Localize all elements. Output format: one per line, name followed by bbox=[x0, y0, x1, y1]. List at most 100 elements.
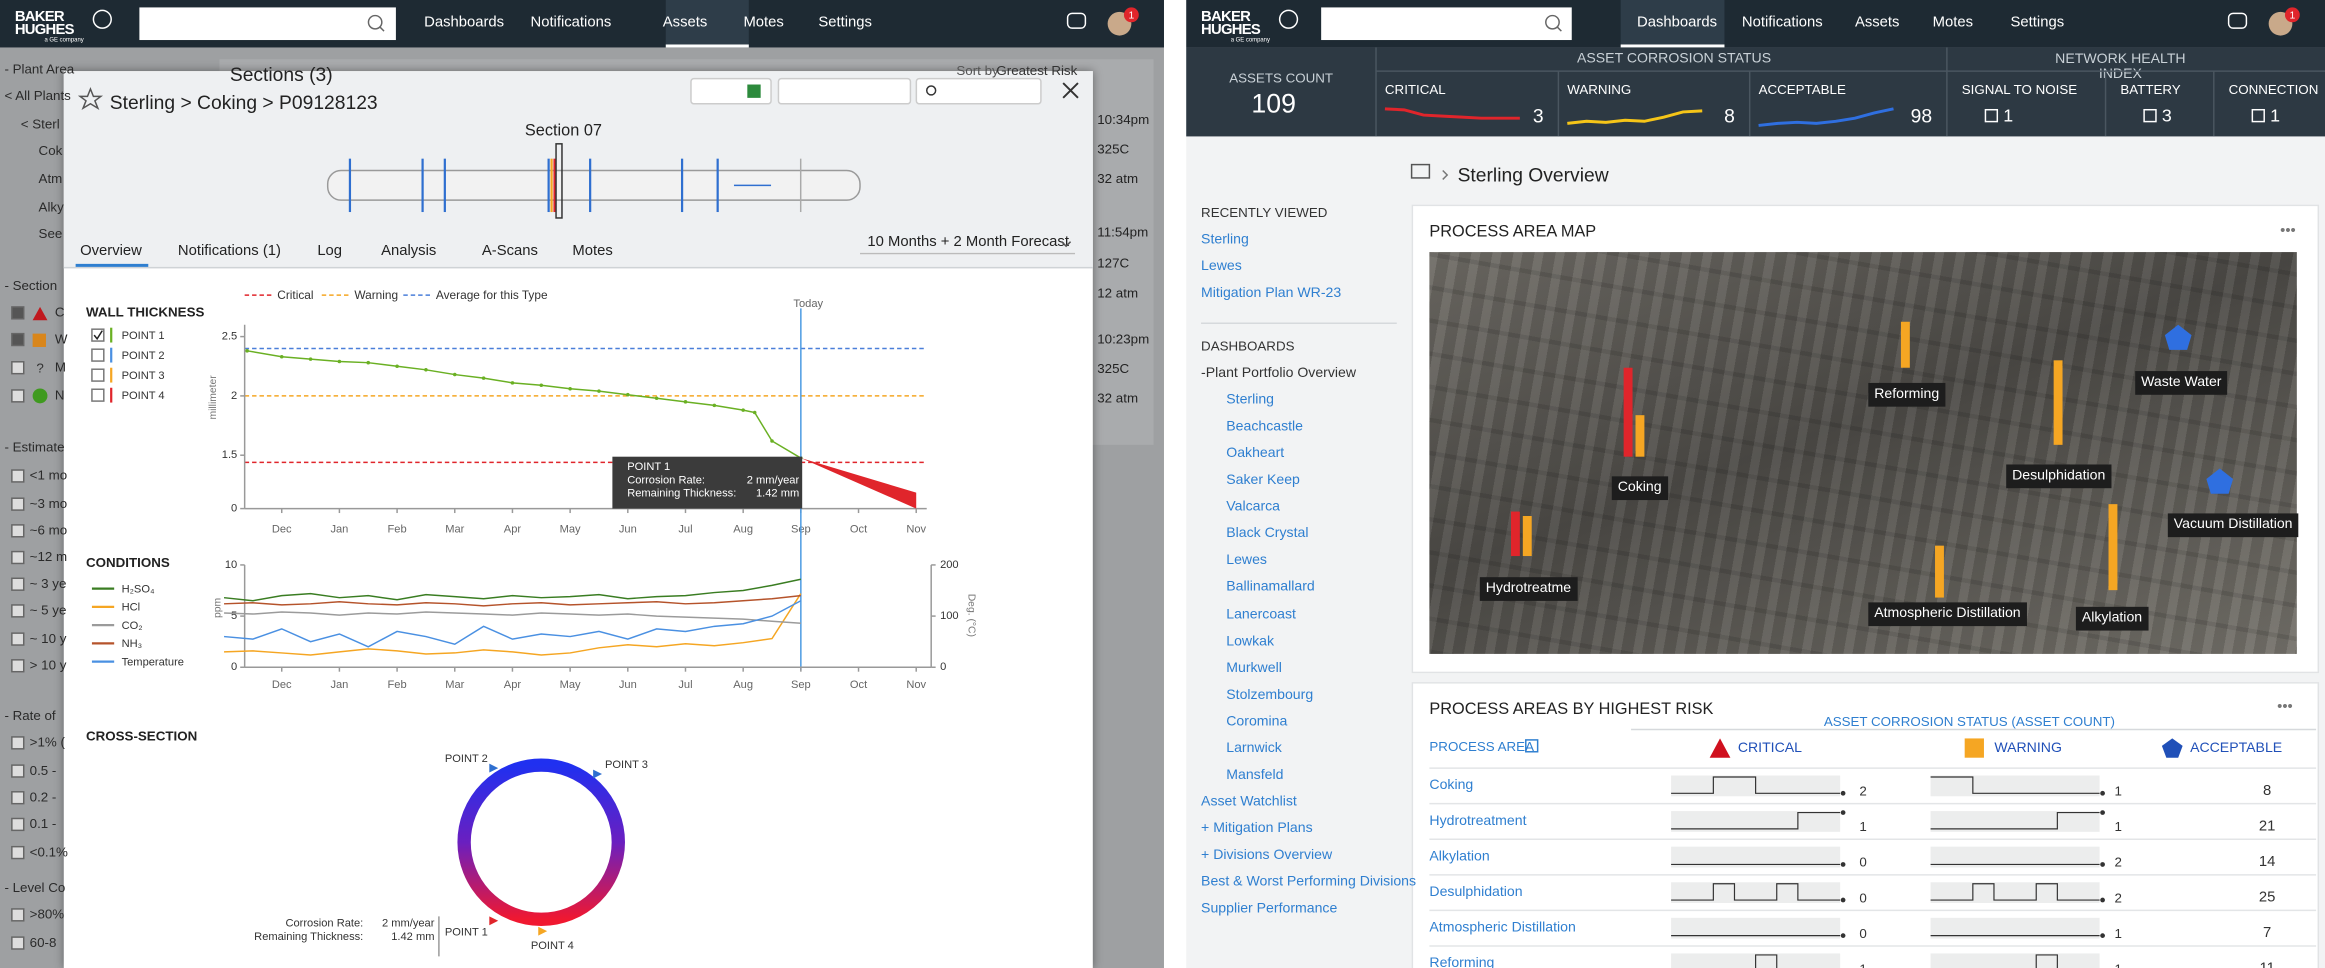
area-pin bbox=[2108, 504, 2118, 591]
plant-link[interactable]: Mansfeld bbox=[1226, 766, 1284, 784]
sidebar-item[interactable]: N bbox=[54, 387, 65, 403]
search-box[interactable] bbox=[1321, 7, 1572, 41]
sidebar-item[interactable]: - Rate of bbox=[4, 708, 56, 723]
nav-item[interactable]: Dashboards bbox=[424, 14, 505, 32]
area-label[interactable]: Vacuum Distillation bbox=[2167, 513, 2299, 537]
plant-link[interactable]: Murkwell bbox=[1226, 659, 1282, 677]
sidebar-item[interactable]: 0.1 - bbox=[29, 816, 57, 832]
status-trend bbox=[1567, 109, 1703, 125]
search-box[interactable] bbox=[139, 7, 396, 41]
area-label[interactable]: Atmospheric Distillation bbox=[1868, 602, 2027, 626]
dashboard-link[interactable]: Best & Worst Performing Divisions bbox=[1201, 873, 1417, 891]
sidebar-item[interactable]: ~ 3 ye bbox=[29, 576, 67, 591]
nav-item[interactable]: Settings bbox=[2010, 14, 2065, 32]
nav-item[interactable]: Motes bbox=[1932, 14, 1974, 32]
recent-link[interactable]: Lewes bbox=[1201, 258, 1242, 275]
sidebar-item[interactable]: W bbox=[54, 331, 68, 347]
tab[interactable]: Analysis bbox=[381, 243, 437, 260]
plant-link[interactable]: Ballinamallard bbox=[1226, 579, 1315, 596]
plant-link[interactable]: Lowkak bbox=[1226, 632, 1275, 650]
area-label[interactable]: Desulphidation bbox=[2006, 464, 2112, 488]
plant-link[interactable]: Saker Keep bbox=[1226, 472, 1300, 489]
recent-link[interactable]: Mitigation Plan WR-23 bbox=[1201, 285, 1342, 302]
area-link[interactable]: Atmospheric Distillation bbox=[1429, 919, 1576, 937]
sidebar-item[interactable]: <0.1% bbox=[29, 844, 68, 860]
nav-item[interactable]: Motes bbox=[743, 14, 784, 32]
column-header[interactable]: PROCESS AREA bbox=[1429, 739, 1534, 754]
area-label[interactable]: Coking bbox=[1611, 476, 1668, 500]
plant-link[interactable]: Beachcastle bbox=[1226, 418, 1304, 435]
tab[interactable]: Notifications (1) bbox=[177, 243, 281, 260]
tab[interactable]: A-Scans bbox=[481, 243, 538, 260]
nav-item[interactable]: Assets bbox=[1854, 14, 1900, 32]
area-label[interactable]: Reforming bbox=[1868, 382, 1946, 406]
plant-link[interactable]: Larnwick bbox=[1226, 740, 1282, 757]
sidebar-item[interactable]: ~ 10 y bbox=[29, 630, 67, 646]
sidebar-item[interactable]: > 10 y bbox=[29, 657, 67, 673]
plant-link[interactable]: Lanercoast bbox=[1226, 606, 1296, 623]
sidebar-item[interactable]: - Level Co bbox=[4, 880, 66, 895]
sidebar-item[interactable]: - Plant Area bbox=[4, 61, 75, 77]
sidebar-item[interactable]: - Section bbox=[4, 278, 58, 293]
sidebar-item[interactable]: Cok bbox=[38, 143, 63, 158]
plant-link[interactable]: Lewes bbox=[1226, 552, 1267, 569]
range-select[interactable]: 10 Months + 2 Month Forecast bbox=[867, 234, 1069, 251]
sidebar-item[interactable]: 0.5 - bbox=[29, 762, 57, 778]
plant-link[interactable]: Stolzembourg bbox=[1226, 686, 1314, 703]
sidebar-item[interactable]: ~3 mo bbox=[29, 495, 68, 511]
nav-item[interactable]: Assets bbox=[662, 14, 708, 32]
legend-label: H₂SO₄ bbox=[122, 583, 155, 595]
sidebar-item[interactable]: 60-8 bbox=[29, 934, 57, 950]
plant-link[interactable]: Sterling bbox=[1226, 391, 1275, 409]
dashboard-link[interactable]: Supplier Performance bbox=[1201, 900, 1338, 917]
area-label[interactable]: Waste Water bbox=[2135, 371, 2228, 395]
plant-link[interactable]: Black Crystal bbox=[1226, 525, 1309, 543]
recent-link[interactable]: Sterling bbox=[1201, 231, 1249, 248]
sidebar-item[interactable]: <1 mo bbox=[29, 467, 68, 483]
tab[interactable]: Overview bbox=[80, 243, 142, 260]
sidebar-item[interactable]: Alky bbox=[38, 199, 64, 215]
sidebar-item[interactable]: >1% ( bbox=[29, 734, 65, 750]
tab[interactable]: Motes bbox=[572, 243, 613, 260]
area-label[interactable]: Alkylation bbox=[2075, 606, 2149, 630]
sidebar-item[interactable]: 0.2 - bbox=[29, 789, 57, 805]
dashboard-link[interactable]: + Divisions Overview bbox=[1201, 847, 1333, 864]
sidebar-item[interactable]: Atm bbox=[38, 171, 63, 187]
sort-value[interactable]: Greatest Risk bbox=[996, 63, 1078, 78]
plant-link[interactable]: Oakheart bbox=[1226, 445, 1285, 462]
dashboard-link[interactable]: Asset Watchlist bbox=[1201, 793, 1297, 810]
sidebar-item[interactable]: M bbox=[54, 359, 66, 375]
dashboard-parent[interactable]: -Plant Portfolio Overview bbox=[1201, 365, 1357, 382]
area-link[interactable]: Coking bbox=[1429, 777, 1474, 794]
dashboard-link[interactable]: + Mitigation Plans bbox=[1201, 820, 1313, 837]
checkmark bbox=[93, 330, 103, 341]
area-link[interactable]: Hydrotreatment bbox=[1429, 812, 1527, 830]
tab[interactable]: Log bbox=[317, 243, 343, 260]
area-link[interactable]: Alkylation bbox=[1429, 848, 1490, 865]
sidebar-item[interactable]: < Sterl bbox=[20, 116, 60, 132]
sidebar-item[interactable]: >80% bbox=[29, 906, 65, 922]
plant-link[interactable]: Coromina bbox=[1226, 713, 1288, 730]
sidebar-item[interactable]: ~12 m bbox=[29, 549, 68, 565]
nav-item[interactable]: Dashboards bbox=[1637, 14, 1718, 32]
sidebar-item[interactable]: C bbox=[54, 304, 65, 320]
sidebar-item[interactable]: ~ 5 ye bbox=[29, 602, 67, 618]
thickness-point bbox=[452, 372, 457, 377]
area-link[interactable]: Reforming bbox=[1429, 955, 1495, 968]
brand-tagline: a GE company bbox=[44, 35, 84, 44]
nav-item[interactable]: Notifications bbox=[1741, 14, 1823, 32]
checkbox bbox=[11, 497, 25, 511]
area-label[interactable]: Hydrotreatme bbox=[1479, 577, 1578, 601]
nav-item[interactable]: Settings bbox=[818, 14, 872, 32]
search-icon bbox=[367, 14, 383, 30]
sidebar-item[interactable]: See bbox=[38, 226, 63, 241]
sidebar-item[interactable]: - Estimate bbox=[4, 439, 65, 455]
legend-label: CO₂ bbox=[122, 620, 143, 632]
plant-link[interactable]: Valcarca bbox=[1226, 498, 1281, 516]
nav-item[interactable]: Notifications bbox=[530, 14, 612, 32]
sidebar-item[interactable]: ~6 mo bbox=[29, 522, 68, 538]
sidebar-item[interactable]: < All Plants bbox=[4, 88, 71, 104]
thickness-point bbox=[366, 360, 371, 365]
area-link[interactable]: Desulphidation bbox=[1429, 884, 1523, 901]
